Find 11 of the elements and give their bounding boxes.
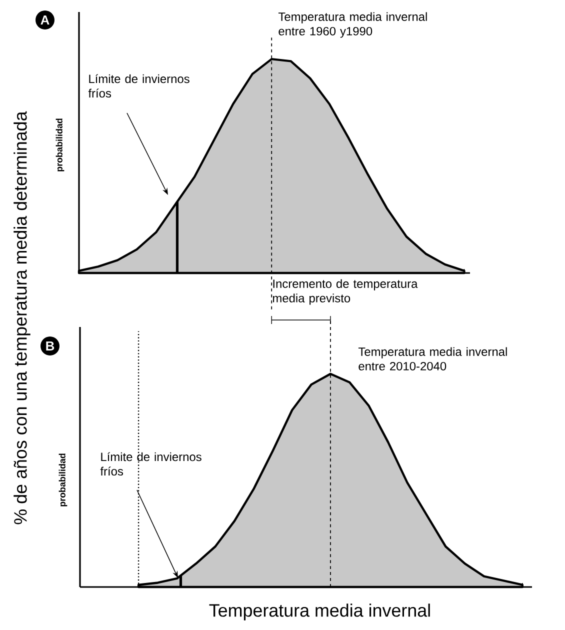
y-axis-title: probabilidad bbox=[56, 118, 64, 172]
x-axis-title: Temperatura media invernal bbox=[209, 604, 430, 620]
text: % de años con una temperatura media determinada bbox=[14, 111, 30, 524]
text: Incremento de temperatura media previsto bbox=[272, 279, 418, 305]
chart-title: B bbox=[46, 342, 54, 350]
text: Temperatura media invernal entre 1960 y1990 bbox=[278, 12, 427, 38]
annotation: Límite de inviernos fríos bbox=[88, 74, 190, 98]
text: Temperatura media invernal entre 2010-2040 bbox=[358, 347, 507, 370]
y-axis-title: probabilidad bbox=[58, 454, 68, 506]
chart-title: A bbox=[40, 16, 50, 24]
annotation: Límite de inviernos fríos bbox=[100, 452, 202, 476]
